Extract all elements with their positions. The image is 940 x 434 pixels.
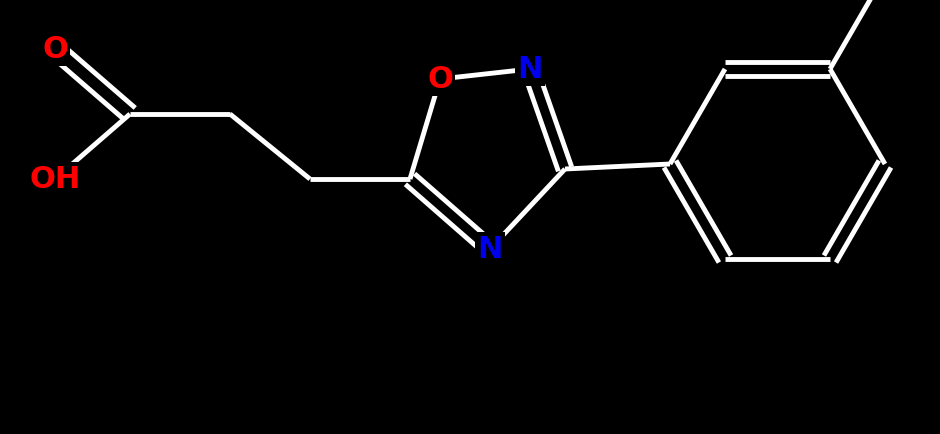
Text: OH: OH xyxy=(29,165,81,194)
Text: N: N xyxy=(517,56,542,84)
Text: O: O xyxy=(42,36,68,64)
Text: N: N xyxy=(478,235,503,264)
Text: O: O xyxy=(427,66,453,94)
